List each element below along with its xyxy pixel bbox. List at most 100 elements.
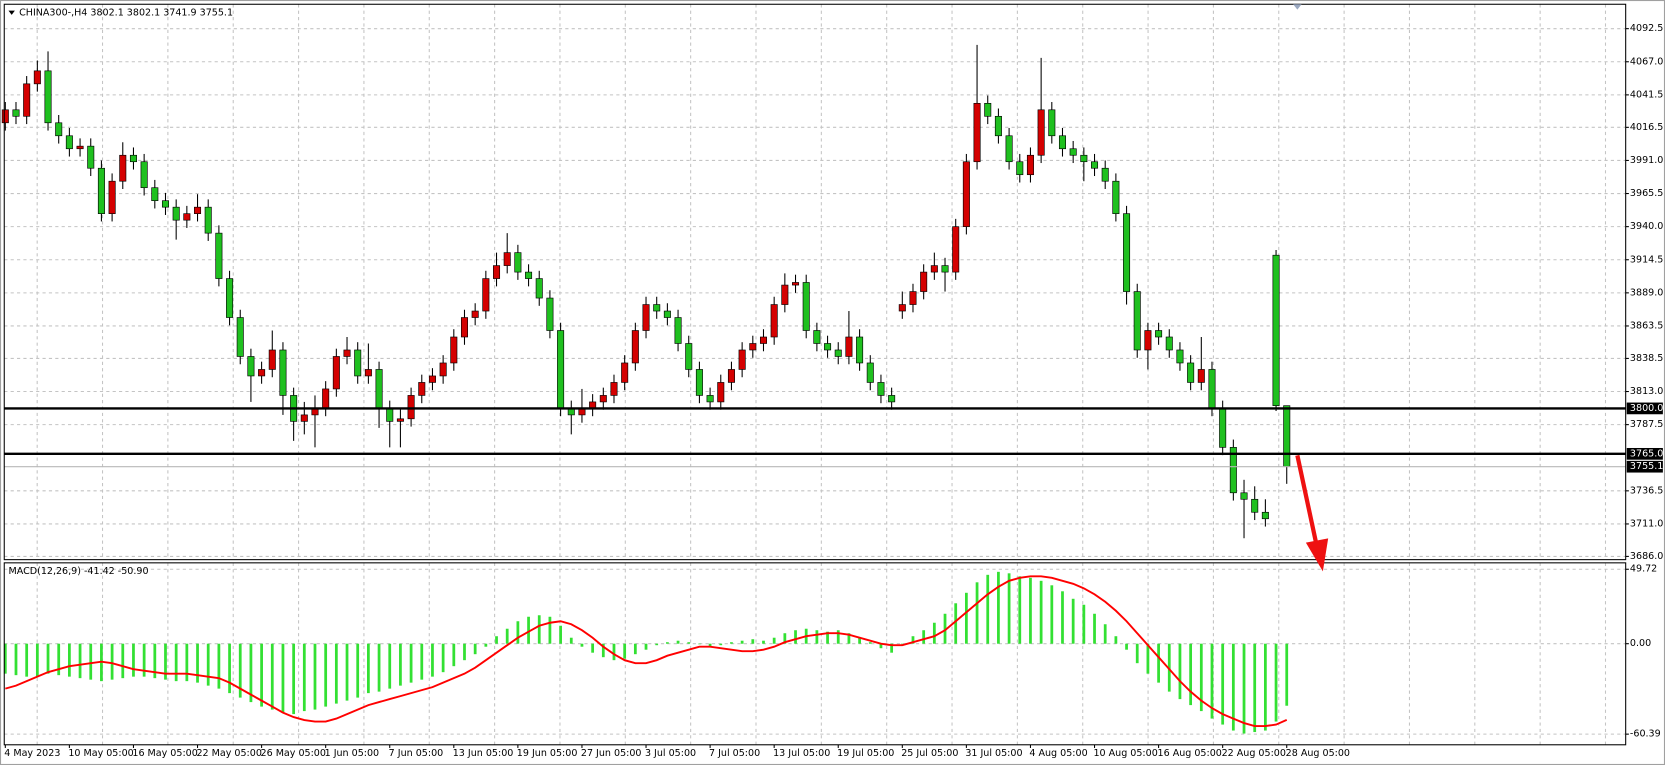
macd-bar (1263, 643, 1267, 731)
macd-bar (537, 615, 541, 644)
candle-body (396, 418, 404, 422)
candle-body (450, 336, 458, 364)
y-tick-label: 3838.5 (1630, 353, 1663, 364)
candle-body (599, 395, 607, 403)
x-tick-label: 4 Aug 05:00 (1029, 748, 1087, 759)
candle-body (1165, 336, 1173, 351)
candle-body (151, 187, 159, 202)
macd-bar (25, 643, 29, 677)
candle-body (1069, 148, 1077, 156)
macd-bar (740, 640, 744, 644)
x-tick-label: 13 Jun 05:00 (453, 748, 514, 759)
macd-bar (858, 637, 861, 644)
macd-bar (228, 643, 231, 694)
arrow-head (1305, 538, 1329, 572)
macd-bar (612, 643, 616, 661)
macd-bar (57, 643, 61, 676)
candle-body (674, 317, 682, 344)
candle-body (1080, 154, 1088, 163)
macd-bar (1210, 643, 1214, 719)
y-tick-label: 3863.5 (1630, 320, 1663, 331)
x-tick-label: 1 Jun 05:00 (325, 748, 380, 759)
candle-body (1005, 135, 1013, 163)
macd-bar (463, 643, 466, 661)
macd-bar (270, 643, 274, 710)
macd-bar (1125, 643, 1128, 650)
macd-bar (623, 643, 627, 659)
macd-bar (1082, 604, 1086, 644)
macd-bar (986, 574, 990, 644)
candle-body (33, 70, 41, 85)
candle-body (653, 304, 661, 312)
macd-bar (687, 642, 691, 644)
candle-body (717, 382, 725, 403)
candle-body (493, 265, 501, 279)
macd-bar (1146, 643, 1150, 674)
candle-body (97, 167, 105, 214)
price-panel-frame (3, 3, 1627, 561)
candle-body (1197, 369, 1205, 383)
macd-bar (1242, 643, 1246, 734)
candle-body (364, 369, 372, 377)
macd-bar (196, 643, 199, 683)
candle-body (1123, 213, 1131, 292)
y-tick-label: 3736.5 (1630, 485, 1663, 496)
x-tick-label: 31 Jul 05:00 (965, 748, 1022, 759)
macd-bar (569, 637, 573, 644)
macd-bar (505, 628, 509, 644)
macd-bar (975, 582, 979, 644)
candle-body (343, 349, 351, 357)
candle-body (386, 408, 394, 422)
x-tick-label: 10 Aug 05:00 (1093, 748, 1157, 759)
y-tick-label: 3711.0 (1630, 518, 1663, 529)
y-tick-label: 0.00 (1630, 638, 1651, 649)
macd-bar (922, 630, 926, 644)
macd-bar (815, 630, 819, 644)
menu-arrow[interactable] (8, 10, 15, 15)
candle-body (12, 109, 20, 117)
macd-bar (206, 643, 210, 686)
macd-bar (249, 643, 253, 703)
macd-bar (185, 643, 189, 682)
x-tick-label: 16 May 05:00 (132, 748, 197, 759)
candle-body (642, 304, 650, 331)
x-tick-label: 10 May 05:00 (68, 748, 133, 759)
macd-bar (302, 643, 306, 712)
candle-body (471, 310, 479, 318)
candle-body (140, 161, 148, 189)
signal-line (5, 575, 1288, 728)
candle-body (1048, 109, 1056, 137)
macd-bar (153, 643, 157, 679)
macd-bar (1039, 580, 1043, 644)
macd-bar (1221, 643, 1225, 725)
macd-bar (826, 631, 829, 644)
candle-body (1208, 369, 1216, 409)
x-tick-label: 25 Jul 05:00 (901, 748, 958, 759)
candle-body (332, 356, 340, 390)
macd-bar (964, 592, 968, 644)
candle-body (866, 362, 874, 383)
macd-bar (1285, 643, 1289, 706)
candle-body (802, 282, 810, 331)
x-tick-label: 28 Aug 05:00 (1286, 748, 1350, 759)
candle-body (407, 395, 415, 420)
macd-bar (409, 643, 413, 683)
candle-body (65, 135, 73, 150)
candle-body (119, 154, 127, 182)
level-box (1626, 447, 1663, 460)
x-tick-label: 27 Jun 05:00 (581, 748, 642, 759)
macd-bar (911, 636, 915, 644)
x-tick-label: 22 May 05:00 (196, 748, 261, 759)
last-price-label: 3755.1 (1630, 461, 1663, 472)
x-tick-label: 7 Jul 05:00 (709, 748, 760, 759)
macd-bar (473, 643, 477, 655)
candle-body (1219, 408, 1227, 448)
candle-body (706, 395, 714, 403)
candle-body (1187, 362, 1195, 383)
candle-body (557, 330, 565, 409)
macd-bar (110, 643, 114, 680)
macd-bar (1167, 643, 1171, 692)
macd-bar (217, 643, 221, 689)
candle-body (1176, 349, 1184, 364)
